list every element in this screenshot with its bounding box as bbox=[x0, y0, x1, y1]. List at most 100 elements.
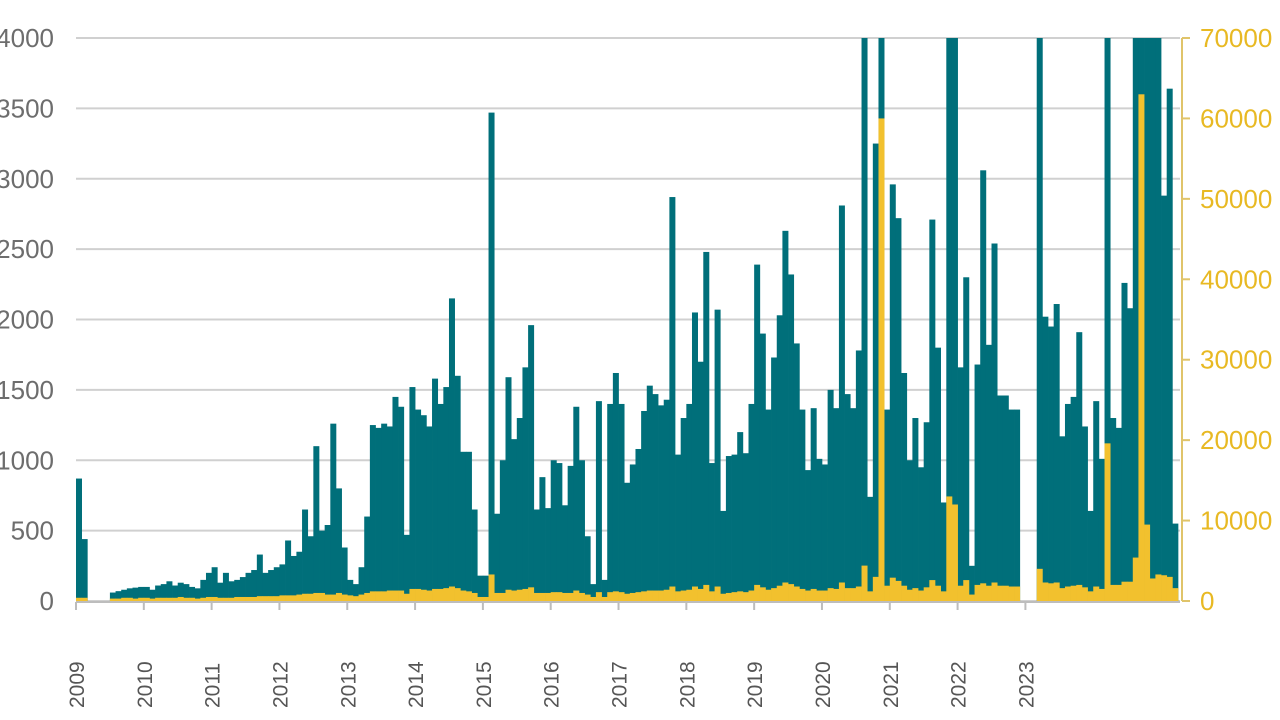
gold-bar bbox=[239, 596, 246, 601]
gold-bar bbox=[1042, 582, 1049, 601]
teal-bar bbox=[465, 451, 472, 601]
gold-bar bbox=[1115, 584, 1122, 601]
gold-bar bbox=[172, 597, 179, 601]
gold-series bbox=[76, 94, 1179, 602]
gold-bar bbox=[358, 594, 365, 601]
left-tick-label: 1500 bbox=[0, 375, 54, 405]
gold-bar bbox=[759, 587, 766, 601]
teal-bar bbox=[635, 448, 642, 601]
teal-bar bbox=[771, 357, 778, 601]
gold-bar bbox=[1064, 586, 1071, 601]
gold-bar bbox=[550, 592, 557, 601]
teal-bar bbox=[940, 502, 947, 601]
teal-bar bbox=[138, 586, 145, 601]
teal-bar bbox=[850, 408, 857, 601]
teal-bar bbox=[143, 586, 150, 601]
gold-bar bbox=[618, 592, 625, 601]
gold-bar bbox=[562, 592, 569, 601]
teal-bar bbox=[895, 218, 902, 601]
x-tick-label: 2023 bbox=[1015, 661, 1038, 708]
teal-bar bbox=[279, 564, 286, 601]
teal-bar bbox=[234, 579, 241, 601]
teal-bar bbox=[867, 496, 874, 601]
right-tick-label: 10000 bbox=[1200, 506, 1272, 536]
teal-bar bbox=[511, 439, 518, 601]
teal-bar bbox=[217, 582, 224, 601]
teal-bar bbox=[1059, 436, 1066, 601]
teal-bar bbox=[872, 143, 879, 601]
teal-bar bbox=[833, 408, 840, 601]
gold-bar bbox=[409, 588, 416, 601]
left-tick-label: 4000 bbox=[0, 23, 54, 53]
teal-bar bbox=[618, 403, 625, 601]
teal-bar bbox=[443, 387, 450, 601]
gold-bar bbox=[460, 590, 467, 601]
gold-bar bbox=[872, 576, 879, 601]
gold-bar bbox=[658, 590, 665, 601]
gold-bar bbox=[494, 592, 501, 601]
teal-bar bbox=[386, 426, 393, 601]
teal-bar bbox=[788, 274, 795, 601]
teal-bar bbox=[1104, 38, 1111, 601]
teal-series bbox=[76, 38, 1179, 602]
gold-bar bbox=[878, 118, 885, 602]
teal-bar bbox=[494, 513, 501, 601]
gold-bar bbox=[364, 592, 371, 601]
teal-bar bbox=[330, 423, 337, 601]
gold-bar bbox=[511, 590, 518, 601]
teal-bar bbox=[703, 251, 710, 601]
x-tick-label: 2014 bbox=[405, 661, 428, 708]
teal-bar bbox=[1127, 308, 1134, 601]
teal-bar bbox=[1132, 38, 1139, 601]
gold-bar bbox=[1053, 582, 1060, 601]
teal-bar bbox=[601, 579, 608, 601]
teal-bar bbox=[799, 409, 806, 601]
teal-bar bbox=[737, 432, 744, 601]
gold-bar bbox=[821, 590, 828, 601]
teal-bar bbox=[403, 534, 410, 601]
gold-bar bbox=[855, 586, 862, 601]
gold-bar bbox=[754, 584, 761, 601]
teal-bar bbox=[1166, 88, 1173, 602]
gold-bar bbox=[1132, 557, 1139, 601]
gold-bar bbox=[448, 586, 455, 601]
teal-bar bbox=[420, 415, 427, 601]
gold-bar bbox=[505, 589, 512, 601]
right-tick-label: 20000 bbox=[1200, 425, 1272, 455]
gold-bar bbox=[838, 582, 845, 601]
right-axis: 0 10000 20000 30000 40000 50000 60000 70000 bbox=[1181, 23, 1272, 616]
gold-bar bbox=[1127, 581, 1134, 601]
gold-bar bbox=[725, 592, 732, 601]
teal-bar bbox=[290, 555, 297, 601]
teal-bar bbox=[725, 456, 732, 601]
teal-bar bbox=[754, 264, 761, 601]
gold-bar bbox=[477, 596, 484, 601]
teal-bar bbox=[997, 395, 1004, 601]
teal-bar bbox=[708, 463, 715, 601]
gold-bar bbox=[516, 589, 523, 601]
x-tick-label: 2017 bbox=[609, 661, 632, 708]
gold-bar bbox=[432, 588, 439, 601]
teal-bar bbox=[805, 470, 812, 601]
gold-bar bbox=[319, 592, 326, 601]
gold-bar bbox=[189, 597, 196, 601]
gold-bar bbox=[691, 586, 698, 601]
gold-bar bbox=[76, 597, 82, 601]
gold-bar bbox=[912, 588, 919, 601]
teal-bar bbox=[268, 570, 275, 601]
right-tick-label: 40000 bbox=[1200, 264, 1272, 294]
gold-bar bbox=[799, 588, 806, 601]
teal-bar bbox=[697, 361, 704, 601]
gold-bar bbox=[268, 596, 275, 601]
gold-bar bbox=[934, 585, 941, 601]
teal-bar bbox=[126, 588, 133, 601]
teal-bar bbox=[957, 367, 964, 601]
teal-bar bbox=[347, 579, 354, 601]
gold-bar bbox=[279, 595, 286, 601]
teal-bar bbox=[1053, 304, 1060, 601]
teal-bar bbox=[415, 409, 422, 601]
gold-bar bbox=[528, 587, 535, 601]
gridlines bbox=[76, 37, 1180, 602]
teal-bar bbox=[652, 394, 659, 601]
